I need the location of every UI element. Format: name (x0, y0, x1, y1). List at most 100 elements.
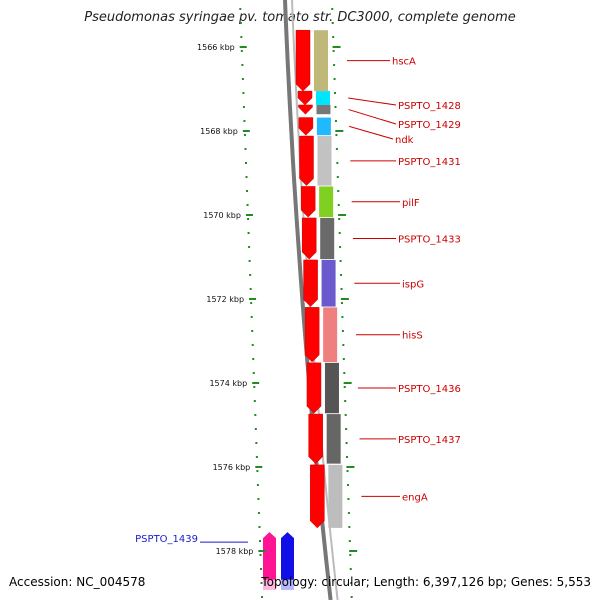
gene-label-PSPTO_1433: PSPTO_1433 (398, 235, 461, 246)
minor-tick-left (240, 50, 243, 52)
minor-tick-left (249, 288, 252, 290)
minor-tick-right (349, 554, 352, 556)
major-tick-left (252, 382, 260, 384)
leader-line-ndk (349, 125, 394, 140)
minor-tick-right (336, 176, 339, 178)
minor-tick-left (239, 22, 242, 24)
minor-tick-right (343, 386, 346, 388)
minus-gene-tail (281, 579, 294, 590)
major-tick-left (255, 466, 263, 468)
gene-block-ispG (321, 259, 336, 307)
major-tick-left (239, 46, 247, 48)
gene-label-hisS: hisS (402, 331, 423, 342)
minor-tick-right (335, 134, 338, 136)
minor-tick-left (251, 344, 254, 346)
gene-arrow-PSPTO_1437 (308, 413, 323, 464)
inner-feature-track (263, 532, 294, 590)
minor-tick-left (251, 330, 254, 332)
minor-tick-left (259, 554, 262, 556)
gene-block-pilF (319, 186, 334, 218)
minor-tick-left (255, 456, 258, 458)
gene-block-PSPTO_1429 (316, 104, 331, 115)
minor-tick-left (244, 162, 247, 164)
map-title: Pseudomonas syringae pv. tomato str. DC3… (84, 10, 516, 25)
gene-arrow-hscA (295, 29, 311, 92)
minor-tick-left (243, 134, 246, 136)
minor-tick-right (335, 148, 338, 150)
gene-block-hisS (323, 307, 338, 362)
major-tick-left (249, 298, 257, 300)
minor-tick-right (344, 414, 347, 416)
minor-tick-left (246, 190, 249, 192)
minor-tick-left (255, 442, 258, 444)
gene-label-PSPTO_1428: PSPTO_1428 (398, 101, 461, 112)
outer-gene-track (295, 29, 343, 529)
minor-tick-right (340, 302, 343, 304)
gene-arrow-PSPTO_1431 (299, 135, 314, 186)
minor-tick-left (250, 302, 253, 304)
minor-tick-left (254, 428, 257, 430)
minor-tick-right (331, 8, 334, 10)
leader-line-PSPTO_1428 (348, 97, 397, 106)
major-tick-right (340, 298, 349, 300)
minor-tick-right (346, 470, 349, 472)
scale-tick-label: 1576 kbp (213, 463, 251, 472)
minus-gene-tail (263, 579, 276, 590)
gene-label-ispG: ispG (402, 279, 424, 290)
major-tick-right (332, 46, 341, 48)
minus-gene-arrow-PSPTO_1439 (263, 532, 276, 590)
major-tick-right (343, 382, 352, 384)
minor-tick-left (252, 358, 255, 360)
minor-tick-right (341, 316, 344, 318)
gene-label-PSPTO_1439: PSPTO_1439 (135, 534, 198, 545)
scale-tick-label: 1570 kbp (203, 211, 241, 220)
minor-tick-left (241, 78, 244, 80)
minor-tick-left (256, 484, 259, 486)
minor-tick-left (248, 246, 251, 248)
minor-tick-left (243, 120, 246, 122)
major-tick-right (338, 214, 347, 216)
minor-tick-left (242, 92, 245, 94)
minor-tick-left (252, 372, 255, 374)
minor-tick-right (333, 64, 336, 66)
gene-block-PSPTO_1431 (317, 136, 332, 186)
gene-label-PSPTO_1437: PSPTO_1437 (398, 435, 461, 446)
gene-block-PSPTO_1428 (316, 91, 331, 105)
minor-tick-right (347, 498, 350, 500)
minor-tick-left (260, 568, 263, 570)
minor-tick-right (332, 50, 335, 52)
minor-tick-left (249, 274, 252, 276)
minor-tick-left (250, 316, 253, 318)
minor-tick-right (343, 372, 346, 374)
gene-arrow-ispG (303, 259, 318, 307)
scale-layer: 1566 kbp 1568 kbp 1570 kbp 1572 kbp 1574 kbp… (197, 8, 358, 598)
minor-tick-right (345, 442, 348, 444)
gene-arrow-PSPTO_1433 (301, 217, 317, 260)
minor-tick-left (253, 400, 256, 402)
minor-tick-left (246, 204, 249, 206)
major-tick-left (258, 550, 266, 552)
minor-tick-right (334, 92, 337, 94)
major-tick-right (349, 550, 358, 552)
gene-arrow-pilF (300, 186, 316, 218)
gene-block-hscA (313, 30, 328, 92)
gene-arrow-PSPTO_1428 (297, 90, 313, 106)
minor-tick-left (254, 414, 257, 416)
minor-tick-right (346, 484, 349, 486)
minor-tick-right (349, 568, 352, 570)
minor-tick-right (342, 344, 345, 346)
scale-tick-label: 1566 kbp (197, 43, 235, 52)
minor-tick-right (348, 526, 351, 528)
accession-text: Accession: NC_004578 (9, 575, 146, 589)
minor-tick-right (338, 232, 341, 234)
minor-tick-right (348, 540, 351, 542)
minor-tick-right (334, 106, 337, 108)
minor-tick-left (247, 232, 250, 234)
minor-tick-right (332, 36, 335, 38)
minus-gene-arrow-unnamed (281, 532, 294, 590)
gene-label-engA: engA (402, 492, 428, 503)
minor-tick-right (333, 78, 336, 80)
scale-tick-label: 1568 kbp (200, 127, 238, 136)
